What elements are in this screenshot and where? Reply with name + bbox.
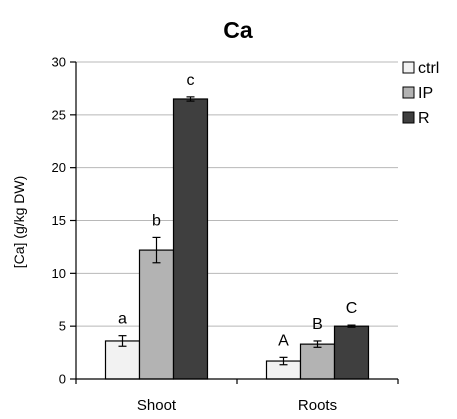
bar: [138, 249, 175, 380]
gridlines: [76, 61, 398, 327]
y-tick-label: 25: [52, 107, 66, 122]
bar: [299, 343, 336, 380]
y-tick-label: 10: [52, 266, 66, 281]
y-tick-label: 0: [59, 372, 66, 387]
legend-label: R: [418, 110, 430, 127]
y-axis-label: [Ca] (g/kg DW): [11, 176, 27, 269]
legend-swatch: [402, 86, 415, 99]
axes: 0 5 10 15 20 25 30 Shoot Roots: [52, 55, 399, 414]
y-tick-label: 5: [59, 319, 66, 334]
y-tick-label: 30: [52, 55, 66, 70]
y-tick-label: 20: [52, 160, 66, 175]
x-tick-label: Roots: [298, 397, 337, 414]
legend-label: IP: [418, 85, 433, 102]
bar: [333, 325, 370, 380]
bar: [172, 98, 209, 380]
significance-label: B: [312, 316, 323, 333]
legend-swatch: [402, 61, 415, 74]
y-tick-label: 15: [52, 213, 66, 228]
significance-label: c: [187, 72, 195, 89]
legend-swatch: [402, 111, 415, 124]
x-tick-label: Shoot: [137, 397, 177, 414]
significance-label: C: [346, 300, 358, 317]
significance-label: b: [152, 212, 161, 229]
significance-label: a: [118, 311, 127, 328]
chart-title: Ca: [223, 17, 253, 43]
bars: a b c A B C: [104, 72, 370, 380]
significance-label: A: [278, 332, 289, 349]
legend-label: ctrl: [418, 60, 439, 77]
legend: ctrl IP R: [402, 60, 439, 127]
